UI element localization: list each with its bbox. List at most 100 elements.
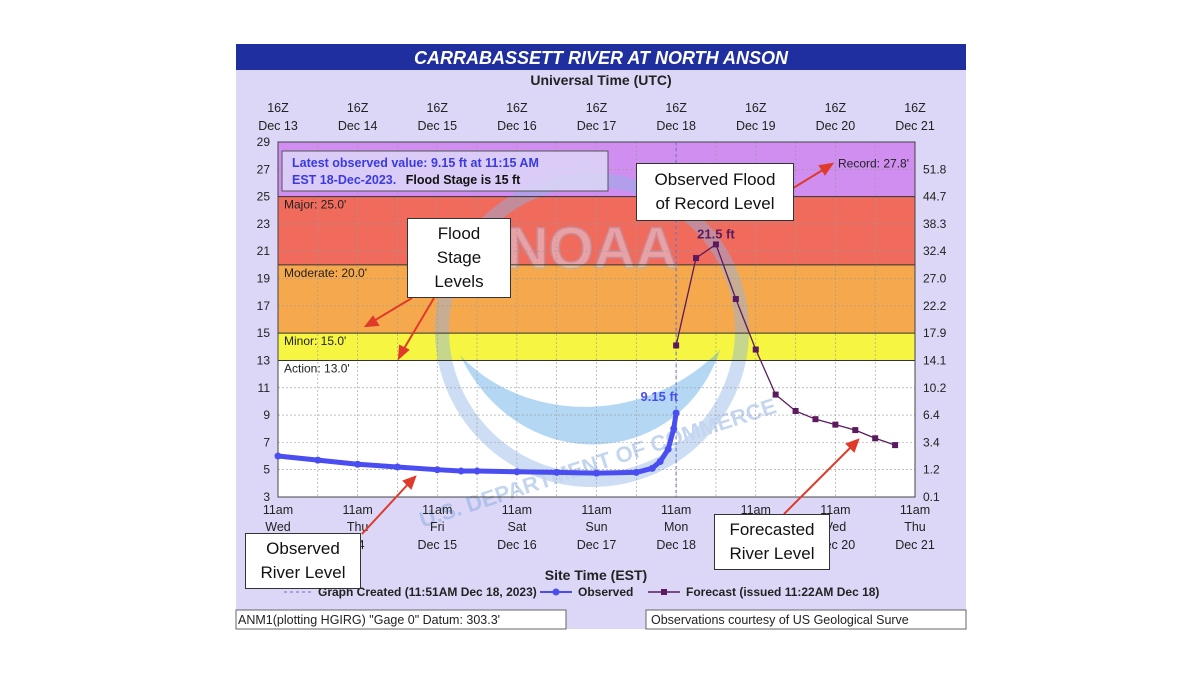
top-tick-hour: 16Z [347, 101, 369, 115]
observed-point [473, 467, 481, 475]
forecast-point [673, 342, 680, 349]
top-tick-hour: 16Z [506, 101, 528, 115]
observed-point [593, 469, 600, 477]
flow-tick-label: 14.1 [923, 353, 947, 367]
top-tick-date: Dec 15 [417, 119, 457, 133]
y-tick-label: 3 [263, 490, 270, 504]
flow-tick-label: 3.4 [923, 435, 940, 449]
legend-observed-marker [552, 588, 560, 596]
observed-point [664, 445, 672, 453]
bottom-tick-date: Dec 16 [497, 538, 537, 552]
legend-forecast-marker [661, 589, 667, 595]
bottom-tick-time: 11am [661, 503, 691, 517]
top-tick-hour: 16Z [904, 101, 926, 115]
legend: Graph Created (11:51AM Dec 18, 2023) Obs… [284, 585, 879, 599]
arrow-record [789, 167, 827, 191]
latest-observation-box: Latest observed value: 9.15 ft at 11:15 … [281, 150, 609, 192]
flow-tick-label: 1.2 [923, 463, 940, 477]
arrow-observed [361, 481, 411, 535]
title-bar [236, 44, 966, 70]
forecast-point [693, 255, 700, 262]
bottom-tick-day: Wed [265, 520, 291, 534]
observed-point [670, 425, 678, 433]
top-tick-hour: 16Z [267, 101, 289, 115]
x-axis-label: Site Time (EST) [545, 567, 647, 583]
flow-tick-label: 10.2 [923, 381, 947, 395]
top-tick-hour: 16Z [745, 101, 767, 115]
bottom-tick-time: 11am [263, 503, 293, 517]
info-box-frame [281, 150, 609, 192]
y-tick-label: 23 [257, 217, 271, 231]
observed-point [354, 460, 362, 468]
bottom-tick-day: Sun [585, 520, 607, 534]
flow-tick-label: 44.7 [923, 190, 947, 204]
flow-tick-label: 51.8 [923, 162, 947, 176]
y-tick-label: 11 [258, 381, 271, 395]
flow-tick-label: 38.3 [923, 217, 947, 231]
bottom-tick-day: Sat [507, 520, 526, 534]
top-tick-hour: 16Z [665, 101, 687, 115]
bottom-tick-day: Thu [347, 520, 369, 534]
watermark-noaa-text: NOAA [507, 216, 678, 281]
bottom-tick-date: Dec 18 [656, 538, 696, 552]
bottom-tick-date: Dec 21 [895, 538, 935, 552]
y-tick-label: 15 [257, 326, 271, 340]
top-tick-hour: 16Z [825, 101, 847, 115]
callout-flood-stage-levels: Flood Stage Levels [407, 218, 511, 298]
arrowhead-minor [363, 315, 380, 328]
bottom-tick-time: 11am [342, 503, 372, 517]
info-box-line1: Latest observed value: 9.15 ft at 11:15 … [292, 156, 539, 170]
top-tick-date: Dec 17 [577, 119, 617, 133]
y-tick-label: 17 [257, 299, 271, 313]
arrow-action [401, 297, 435, 353]
top-axis-label: Universal Time (UTC) [530, 72, 671, 88]
top-tick-date: Dec 14 [338, 119, 378, 133]
series-forecast [673, 241, 899, 449]
callout-observed-river-level: Observed River Level [245, 533, 361, 589]
flow-tick-label: 22.2 [923, 299, 947, 313]
grid-lines [277, 141, 916, 498]
top-tick-date: Dec 21 [895, 119, 935, 133]
y-axis-left: 3 5 7 9 11 13 15 17 19 21 23 25 27 29 [257, 135, 271, 504]
bottom-tick-time: 11am [502, 503, 532, 517]
bottom-tick-day: Thu [904, 520, 926, 534]
arrowhead-action [397, 344, 410, 361]
observed-point [513, 468, 521, 476]
forecast-peak-label: 21.5 ft [697, 226, 735, 241]
observed-point [553, 468, 561, 476]
bottom-axis-ticks: 11amWed11amThu1411amFriDec 1511amSatDec … [263, 503, 935, 552]
forecast-point [732, 296, 739, 303]
observed-point [656, 458, 664, 465]
threshold-label-major: Major: 25.0' [284, 198, 346, 212]
bottom-tick-day: Mon [664, 520, 688, 534]
observed-point [457, 467, 465, 475]
arrowhead-observed [402, 475, 417, 490]
arrow-forecast [783, 444, 854, 515]
y-tick-label: 5 [263, 463, 270, 477]
flood-thresholds: Action: 13.0' Minor: 15.0' Moderate: 20.0'… [278, 156, 915, 375]
y-tick-label: 25 [257, 190, 271, 204]
arrow-minor [371, 297, 413, 323]
y-tick-label: 9 [263, 408, 270, 422]
y-tick-label: 7 [263, 435, 270, 449]
bottom-tick-time: 11am [581, 503, 611, 517]
y-tick-label: 27 [257, 162, 271, 176]
top-tick-hour: 16Z [426, 101, 448, 115]
info-box-date: EST 18-Dec-2023. [292, 173, 396, 187]
footer-right-box [645, 609, 967, 630]
footer-right-text: Observations courtesy of US Geological S… [651, 613, 909, 627]
forecast-point [712, 241, 719, 248]
bottom-tick-day: Fri [430, 520, 445, 534]
flow-tick-label: 32.4 [923, 244, 947, 258]
forecast-point [872, 435, 879, 442]
forecast-line [675, 243, 896, 446]
observed-line [275, 410, 679, 476]
forecast-point [852, 427, 859, 434]
top-tick-date: Dec 18 [656, 119, 696, 133]
forecast-point [832, 421, 839, 428]
arrowhead-record [818, 162, 835, 176]
series-observed [274, 409, 680, 477]
info-box-line2: EST 18-Dec-2023. Flood Stage is 15 ft [292, 173, 521, 187]
observed-point [314, 456, 322, 464]
forecast-point [752, 346, 759, 353]
